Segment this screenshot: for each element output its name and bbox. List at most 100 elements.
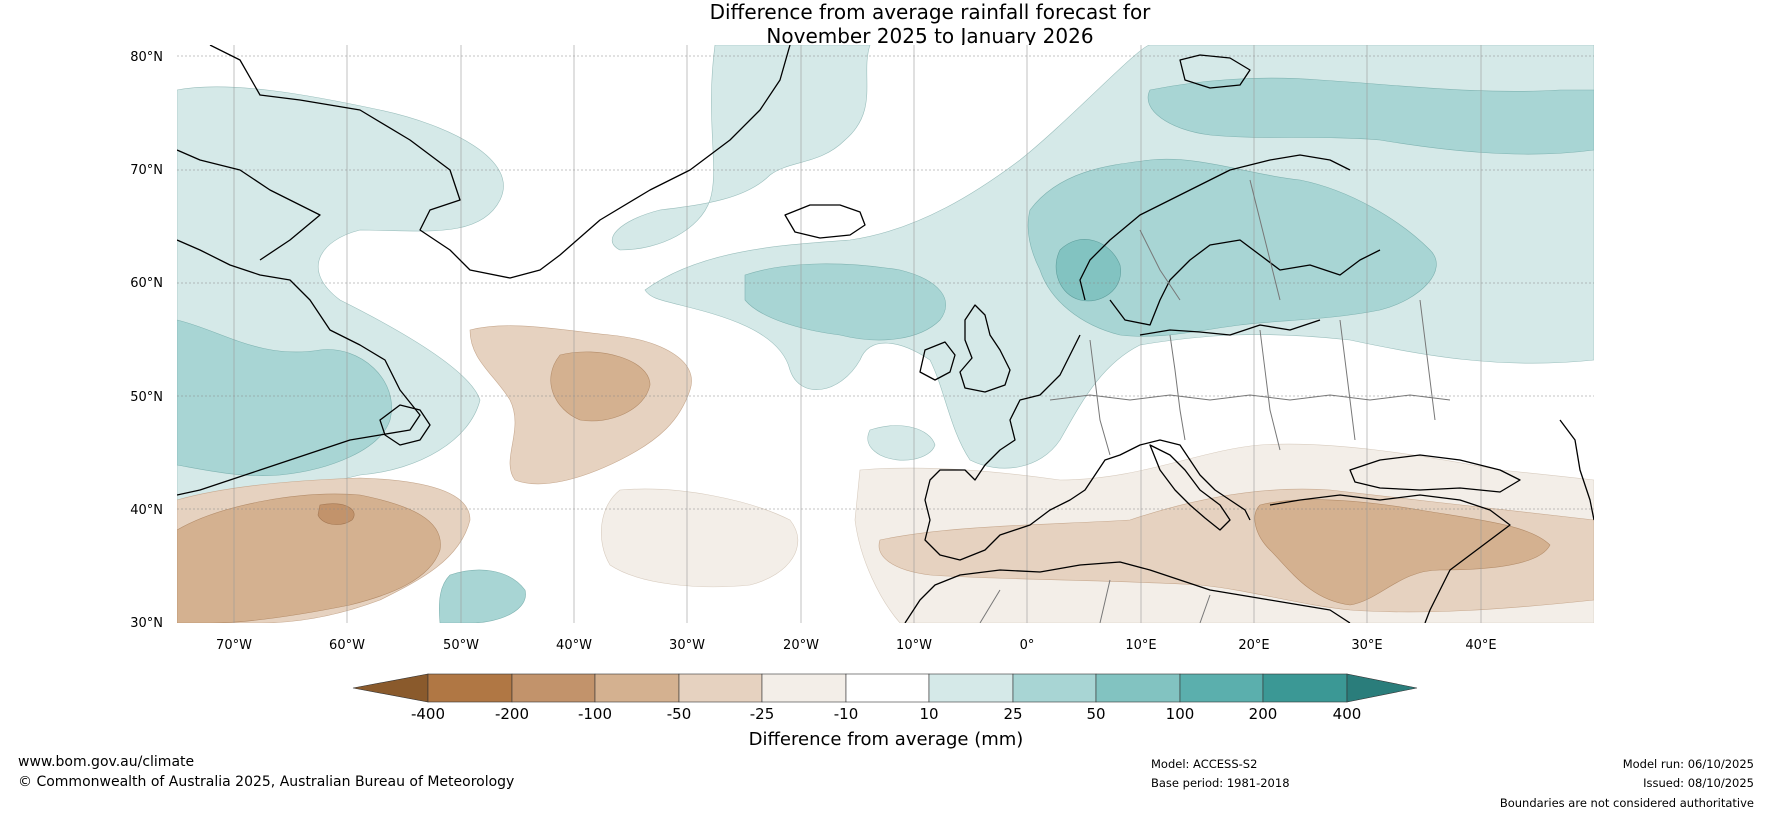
website-link[interactable]: www.bom.gov.au/climate (18, 754, 195, 770)
border-europe-6 (1419, 299, 1436, 421)
wet-region-arctic (1147, 77, 1594, 155)
issued-text: Issued: 08/10/2025 (1643, 776, 1754, 790)
coast-turkey-levant (1269, 494, 1511, 623)
coast-sweden-finland (1109, 239, 1381, 326)
lon-label: 40°W (556, 638, 592, 653)
coast-newfoundland (379, 404, 431, 446)
colorbar-tick: -100 (578, 705, 612, 723)
wet-region-iberia-west (867, 425, 936, 461)
coast-great-britain (959, 304, 1011, 393)
dry-region-subtropical-core (177, 493, 441, 623)
lon-label: 10°W (896, 638, 932, 653)
dry-region-subtropical-center (317, 503, 355, 525)
lat-label: 80°N (130, 50, 163, 65)
colorbar-bin (511, 673, 596, 703)
lon-label: 70°W (216, 638, 252, 653)
colorbar-bin (1179, 673, 1264, 703)
colorbar-tick: 400 (1333, 705, 1362, 723)
colorbar-tick: 50 (1086, 705, 1105, 723)
border-europe-4 (1259, 329, 1281, 451)
colorbar-extend-high (1346, 673, 1418, 703)
colorbar-label: Difference from average (mm) (749, 729, 1024, 750)
lat-label: 70°N (130, 163, 163, 178)
coast-canada-arctic (177, 149, 321, 261)
colorbar (352, 673, 1418, 703)
coast-svalbard (1179, 54, 1251, 89)
coast-baltic-south (1139, 319, 1321, 336)
coast-greenland (209, 45, 791, 279)
colorbar-extend-low (352, 673, 429, 703)
colorbar-tick: 10 (919, 705, 938, 723)
coast-italy (1149, 444, 1231, 531)
map-panel (177, 45, 1594, 623)
lon-label: 20°E (1238, 638, 1269, 653)
wet-region-greenland-sea (611, 45, 871, 251)
colorbar-tick: -200 (495, 705, 529, 723)
coast-labrador (177, 239, 421, 496)
dry-region-eastern-med-core (1254, 499, 1551, 606)
lat-label: 30°N (130, 616, 163, 631)
colorbar-tick: -400 (411, 705, 445, 723)
border-europe-5 (1339, 319, 1356, 441)
lat-label: 50°N (130, 390, 163, 405)
colorbar-tick: -10 (834, 705, 859, 723)
longitude-labels: 70°W 60°W 50°W 40°W 30°W 20°W 10°W 0° 10… (216, 638, 1497, 653)
border-europe-1 (1049, 394, 1451, 401)
model-run-text: Model run: 06/10/2025 (1622, 757, 1754, 771)
latitude-labels: 80°N 70°N 60°N 50°N 40°N 30°N (130, 50, 163, 631)
dry-region-mid-atlantic-core (550, 351, 651, 422)
longitude-gridlines (233, 45, 1482, 623)
model-text: Model: ACCESS-S2 (1151, 757, 1258, 771)
lat-label: 60°N (130, 276, 163, 291)
lon-label: 50°W (443, 638, 479, 653)
colorbar-tick: -25 (750, 705, 775, 723)
lat-label: 40°N (130, 503, 163, 518)
chart-title: Difference from average rainfall forecas… (0, 0, 1770, 48)
coast-black-sea (1349, 454, 1521, 493)
copyright-text: © Commonwealth of Australia 2025, Austra… (18, 774, 515, 790)
lon-label: 60°W (329, 638, 365, 653)
base-period-text: Base period: 1981-2018 (1151, 776, 1290, 790)
border-north-africa (979, 579, 1211, 623)
colorbar-bin (845, 673, 930, 703)
wet-region-mid-atlantic (744, 263, 946, 341)
colorbar-bin (1095, 673, 1181, 703)
coast-continental-europe (924, 334, 1251, 561)
title-line-2: November 2025 to January 2026 (766, 24, 1094, 48)
coastlines (177, 45, 1594, 623)
lon-label: 40°E (1465, 638, 1496, 653)
colorbar-tick: 200 (1249, 705, 1278, 723)
colorbar-bin (427, 673, 513, 703)
wet-region-scandinavia (1027, 158, 1437, 337)
coast-iceland (784, 204, 866, 239)
lon-label: 20°W (783, 638, 819, 653)
colorbar-bin (1262, 673, 1348, 703)
title-line-1: Difference from average rainfall forecas… (709, 0, 1151, 24)
coast-north-africa (904, 561, 1351, 623)
colorbar-bin (1012, 673, 1097, 703)
lon-label: 30°W (669, 638, 705, 653)
lon-label: 30°E (1351, 638, 1382, 653)
latitude-gridlines (177, 55, 1594, 510)
country-borders (979, 179, 1451, 623)
coast-ireland (919, 341, 956, 381)
colorbar-bin (678, 673, 763, 703)
coast-caspian-east (1559, 419, 1594, 521)
colorbar-bin (761, 673, 847, 703)
disclaimer-text: Boundaries are not considered authoritat… (1499, 796, 1754, 810)
border-europe-3 (1169, 334, 1186, 441)
colorbar-tick: -50 (667, 705, 692, 723)
colorbar-bin (928, 673, 1014, 703)
colorbar-tick-labels: -400 -200 -100 -50 -25 -10 10 25 50 100 … (411, 705, 1361, 723)
border-scandinavia (1139, 179, 1281, 301)
colorbar-tick: 100 (1166, 705, 1195, 723)
coast-norway (1079, 154, 1351, 301)
dry-region-subtropical-east (600, 488, 799, 588)
lon-label: 10°E (1125, 638, 1156, 653)
colorbar-bin (594, 673, 680, 703)
wet-region-norway-coast (1055, 239, 1121, 302)
colorbar-tick: 25 (1003, 705, 1022, 723)
anomaly-fields (177, 45, 1594, 623)
lon-label: 0° (1020, 638, 1035, 653)
